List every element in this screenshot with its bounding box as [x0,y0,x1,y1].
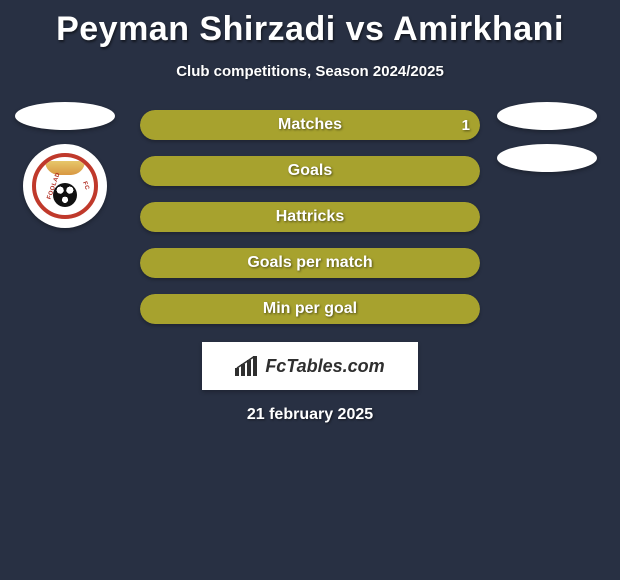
left-flag-placeholder [15,102,115,130]
page-subtitle: Club competitions, Season 2024/2025 [176,63,444,80]
bar-chart-icon [235,356,259,376]
bar-label: Goals [140,156,480,186]
bar-label: Hattricks [140,202,480,232]
stat-row: Goals [140,156,480,186]
right-flag-placeholder-2 [497,144,597,172]
stat-row: Matches1 [140,110,480,140]
stat-row: Min per goal [140,294,480,324]
bar-label: Min per goal [140,294,480,324]
bar-label: Matches [140,110,480,140]
watermark-text: FcTables.com [265,356,384,377]
footer-date: 21 february 2025 [247,406,373,424]
left-club-logo: FOOLAD FC [23,144,107,228]
foolad-badge-icon: FOOLAD FC [32,153,98,219]
left-logo-column: FOOLAD FC [10,102,120,228]
bar-label: Goals per match [140,248,480,278]
infographic-container: Peyman Shirzadi vs Amirkhani Club compet… [0,0,620,580]
right-flag-placeholder-1 [497,102,597,130]
stat-bars: Matches1 Goals Hattricks Goals per match Min… [140,110,480,324]
watermark-banner: FcTables.com [202,342,418,390]
bar-value-right: 1 [462,110,470,140]
page-title: Peyman Shirzadi vs Amirkhani [56,10,564,49]
right-logo-column [492,102,602,172]
stats-area: FOOLAD FC Matches1 Goals Hattricks Goals pe… [0,110,620,324]
stat-row: Goals per match [140,248,480,278]
stat-row: Hattricks [140,202,480,232]
soccer-ball-icon [53,183,77,207]
